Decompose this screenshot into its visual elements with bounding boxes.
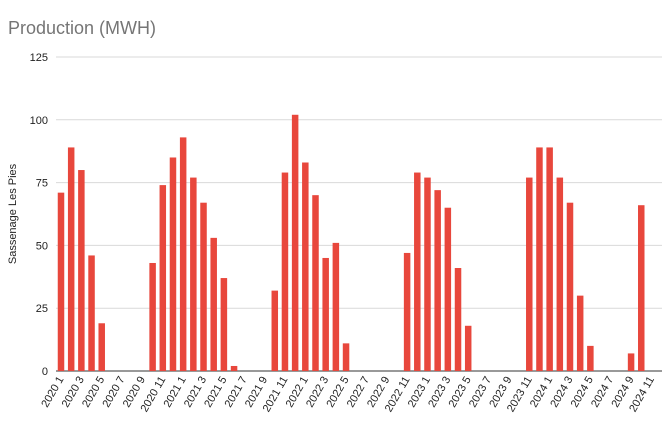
bar-2023-12: [536, 147, 543, 371]
bar-2022-2: [312, 195, 319, 371]
y-axis-label: Sassenage Les Pies: [7, 163, 19, 264]
bar-2021-11: [281, 172, 289, 371]
bar-2022-1: [302, 162, 309, 371]
bar-2024-3: [566, 202, 574, 371]
bar-2024-5: [587, 345, 594, 371]
bar-2020-10: [149, 262, 156, 371]
bar-2024-2: [556, 177, 564, 371]
bar-2020-12: [169, 157, 177, 371]
bar-2024-4: [576, 295, 584, 371]
bar-2024-1: [546, 147, 553, 371]
bar-2023-1: [424, 177, 431, 371]
bar-2020-3: [78, 170, 85, 371]
bar-2021-4: [210, 237, 217, 371]
chart-title: Production (MWH): [8, 18, 157, 38]
bar-2024-10: [638, 205, 645, 371]
bar-2020-11: [159, 185, 167, 371]
bar-2023-3: [444, 207, 452, 371]
bar-2023-4: [454, 268, 462, 371]
bar-2021-10: [271, 290, 279, 371]
y-tick-label: 100: [30, 115, 48, 127]
bar-2023-11: [526, 177, 533, 371]
bar-2021-1: [179, 137, 187, 371]
bar-2023-5: [464, 325, 472, 371]
bar-2022-5: [342, 343, 350, 371]
y-tick-label: 125: [30, 52, 48, 64]
bar-2021-3: [200, 202, 207, 371]
bar-2021-2: [190, 177, 197, 371]
bar-2020-4: [88, 255, 95, 371]
y-tick-label: 50: [36, 240, 48, 252]
bar-2021-6: [230, 365, 238, 371]
bar-2023-2: [434, 190, 441, 371]
bar-2021-5: [220, 278, 228, 371]
bar-2021-12: [291, 114, 299, 371]
bar-2020-1: [57, 192, 65, 371]
y-tick-label: 0: [42, 366, 48, 378]
y-tick-label: 25: [36, 303, 48, 315]
bar-2022-3: [322, 257, 329, 371]
bar-2022-4: [332, 242, 340, 371]
bar-2020-5: [98, 323, 105, 371]
bar-2022-11: [403, 252, 411, 371]
bar-2020-2: [67, 147, 75, 371]
bar-2022-12: [414, 172, 421, 371]
bar-2024-9: [627, 353, 635, 371]
y-tick-label: 75: [36, 178, 48, 190]
